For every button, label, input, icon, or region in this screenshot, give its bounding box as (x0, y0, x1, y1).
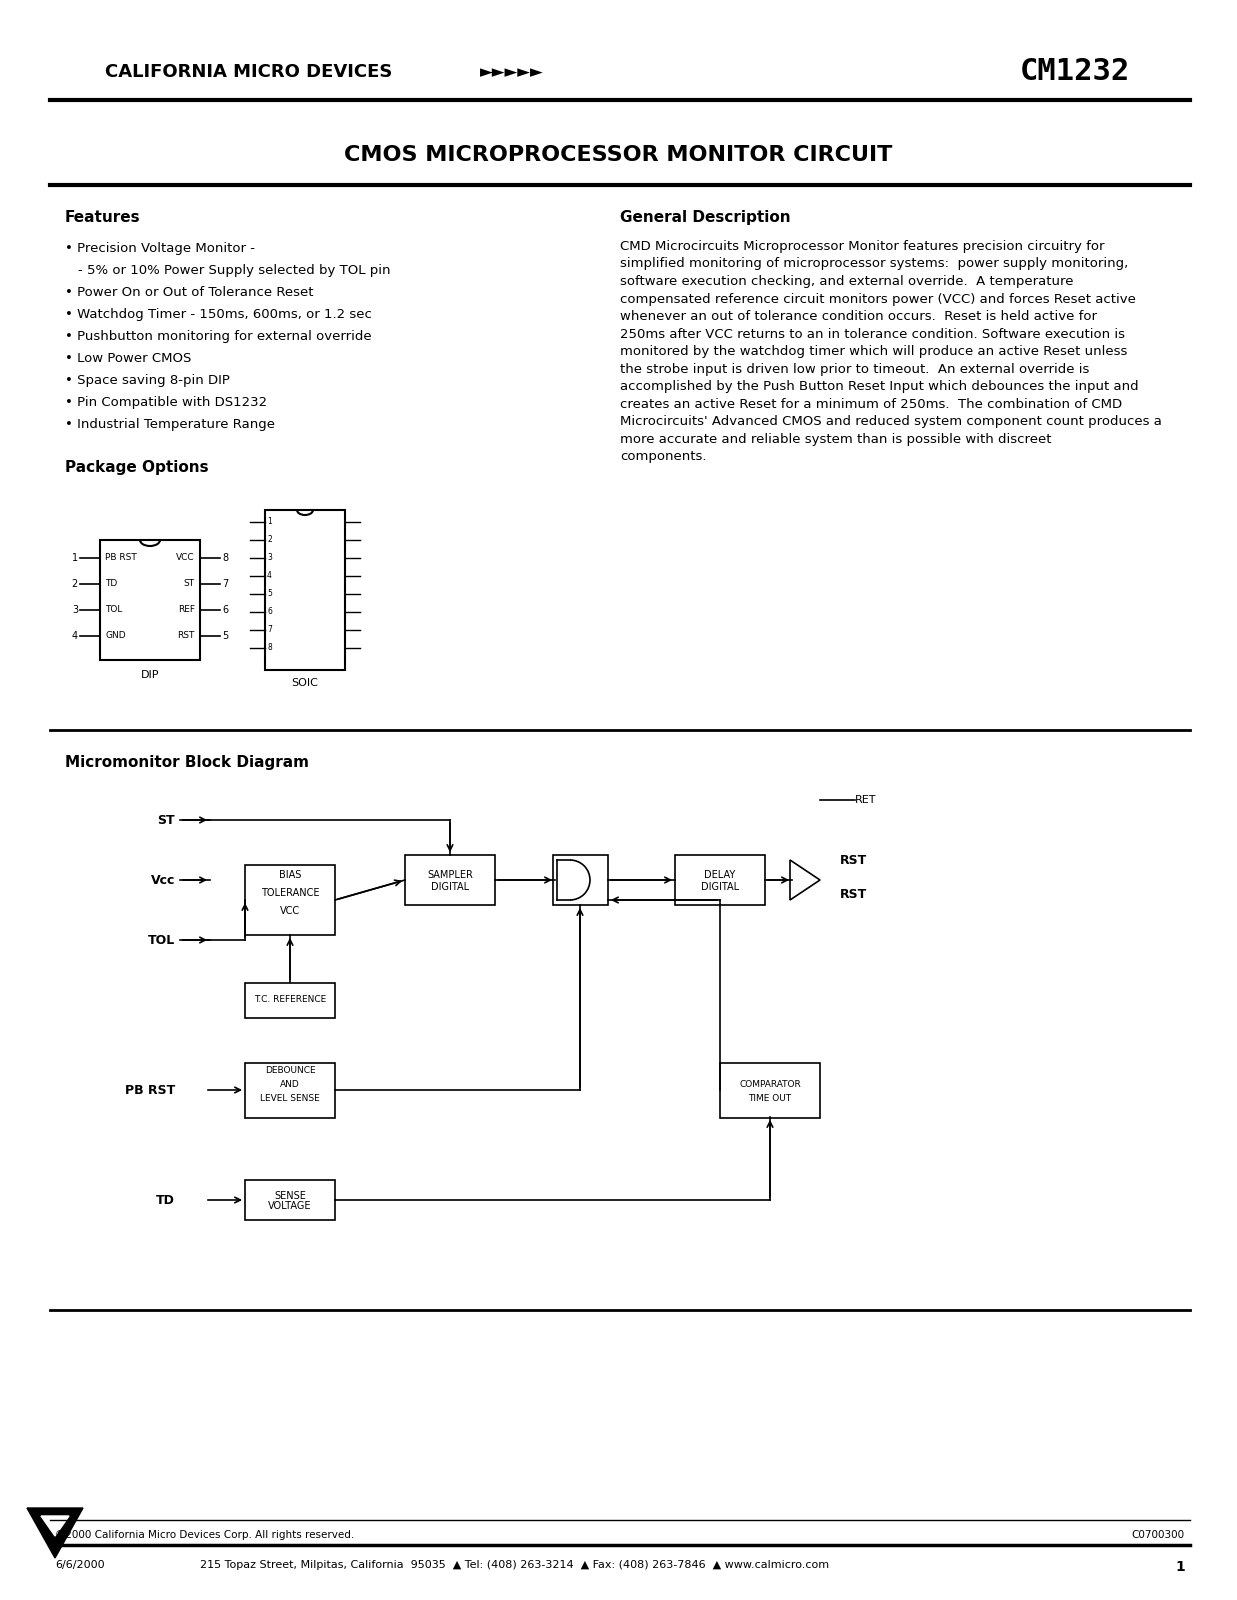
Text: Vcc: Vcc (151, 874, 174, 886)
Text: more accurate and reliable system than is possible with discreet: more accurate and reliable system than i… (620, 432, 1051, 445)
Text: Package Options: Package Options (66, 461, 209, 475)
Text: monitored by the watchdog timer which will produce an active Reset unless: monitored by the watchdog timer which wi… (620, 346, 1127, 358)
Polygon shape (27, 1507, 83, 1558)
Text: RST: RST (840, 888, 867, 901)
FancyBboxPatch shape (675, 854, 764, 906)
Text: SAMPLER: SAMPLER (427, 870, 473, 880)
Text: accomplished by the Push Button Reset Input which debounces the input and: accomplished by the Push Button Reset In… (620, 379, 1138, 394)
Text: DIP: DIP (141, 670, 160, 680)
Text: VOLTAGE: VOLTAGE (268, 1202, 312, 1211)
Text: DIGITAL: DIGITAL (430, 883, 469, 893)
Text: VCC: VCC (280, 906, 301, 915)
Text: TD: TD (156, 1194, 174, 1206)
Text: TOL: TOL (105, 605, 122, 614)
Text: PB RST: PB RST (125, 1083, 174, 1096)
Polygon shape (41, 1517, 69, 1536)
FancyBboxPatch shape (100, 541, 200, 659)
Text: software execution checking, and external override.  A temperature: software execution checking, and externa… (620, 275, 1074, 288)
Text: CMD Microcircuits Microprocessor Monitor features precision circuitry for: CMD Microcircuits Microprocessor Monitor… (620, 240, 1105, 253)
Text: 6/6/2000: 6/6/2000 (54, 1560, 105, 1570)
Text: • Precision Voltage Monitor -: • Precision Voltage Monitor - (66, 242, 255, 254)
Text: • Power On or Out of Tolerance Reset: • Power On or Out of Tolerance Reset (66, 286, 313, 299)
Text: 2: 2 (267, 536, 272, 544)
Text: 8: 8 (221, 554, 228, 563)
Text: compensated reference circuit monitors power (VCC) and forces Reset active: compensated reference circuit monitors p… (620, 293, 1136, 306)
Text: Microcircuits' Advanced CMOS and reduced system component count produces a: Microcircuits' Advanced CMOS and reduced… (620, 414, 1162, 427)
Text: RET: RET (855, 795, 877, 805)
Text: VCC: VCC (177, 554, 195, 563)
Text: DIGITAL: DIGITAL (701, 883, 738, 893)
FancyBboxPatch shape (265, 510, 345, 670)
Text: • Space saving 8-pin DIP: • Space saving 8-pin DIP (66, 374, 230, 387)
Text: 6: 6 (267, 608, 272, 616)
Text: SOIC: SOIC (292, 678, 318, 688)
Text: PB RST: PB RST (105, 554, 137, 563)
Text: CMOS MICROPROCESSOR MONITOR CIRCUIT: CMOS MICROPROCESSOR MONITOR CIRCUIT (344, 146, 892, 165)
Text: • Low Power CMOS: • Low Power CMOS (66, 352, 192, 365)
FancyBboxPatch shape (553, 854, 607, 906)
Text: 1: 1 (72, 554, 78, 563)
Text: • Watchdog Timer - 150ms, 600ms, or 1.2 sec: • Watchdog Timer - 150ms, 600ms, or 1.2 … (66, 307, 372, 322)
Text: 4: 4 (267, 571, 272, 581)
Text: BIAS: BIAS (278, 870, 301, 880)
Text: Features: Features (66, 210, 141, 226)
Text: whenever an out of tolerance condition occurs.  Reset is held active for: whenever an out of tolerance condition o… (620, 310, 1097, 323)
Text: REF: REF (178, 605, 195, 614)
Text: 3: 3 (267, 554, 272, 563)
Text: 3: 3 (72, 605, 78, 614)
Text: creates an active Reset for a minimum of 250ms.  The combination of CMD: creates an active Reset for a minimum of… (620, 397, 1122, 411)
Text: DEBOUNCE: DEBOUNCE (265, 1066, 315, 1075)
Text: T.C. REFERENCE: T.C. REFERENCE (254, 995, 327, 1005)
Text: C0700300: C0700300 (1132, 1530, 1185, 1539)
Text: CALIFORNIA MICRO DEVICES: CALIFORNIA MICRO DEVICES (105, 62, 392, 82)
Text: RST: RST (178, 632, 195, 640)
Text: Micromonitor Block Diagram: Micromonitor Block Diagram (66, 755, 309, 770)
Text: 5: 5 (267, 589, 272, 598)
Text: TOLERANCE: TOLERANCE (261, 888, 319, 898)
Text: the strobe input is driven low prior to timeout.  An external override is: the strobe input is driven low prior to … (620, 363, 1090, 376)
FancyBboxPatch shape (404, 854, 495, 906)
Text: TIME OUT: TIME OUT (748, 1094, 792, 1102)
Text: COMPARATOR: COMPARATOR (740, 1080, 800, 1090)
Text: TOL: TOL (147, 933, 174, 947)
Text: - 5% or 10% Power Supply selected by TOL pin: - 5% or 10% Power Supply selected by TOL… (78, 264, 391, 277)
Text: 250ms after VCC returns to an in tolerance condition. Software execution is: 250ms after VCC returns to an in toleran… (620, 328, 1124, 341)
Text: ST: ST (184, 579, 195, 589)
Text: General Description: General Description (620, 210, 790, 226)
Polygon shape (790, 861, 820, 899)
Text: 2: 2 (72, 579, 78, 589)
Text: SENSE: SENSE (275, 1190, 306, 1202)
Text: 1: 1 (267, 517, 272, 526)
FancyBboxPatch shape (245, 982, 335, 1018)
Text: 215 Topaz Street, Milpitas, California  95035  ▲ Tel: (408) 263-3214  ▲ Fax: (40: 215 Topaz Street, Milpitas, California 9… (200, 1560, 829, 1570)
Text: 8: 8 (267, 643, 272, 653)
Text: TD: TD (105, 579, 118, 589)
FancyBboxPatch shape (245, 866, 335, 934)
Text: 1: 1 (1175, 1560, 1185, 1574)
FancyBboxPatch shape (245, 1062, 335, 1117)
Text: AND: AND (280, 1080, 299, 1090)
Text: components.: components. (620, 450, 706, 462)
Text: ST: ST (157, 813, 174, 827)
Text: GND: GND (105, 632, 126, 640)
Text: ►►►►►: ►►►►► (480, 62, 544, 82)
Text: 7: 7 (267, 626, 272, 635)
Text: 4: 4 (72, 630, 78, 642)
Text: 6: 6 (221, 605, 228, 614)
Text: DELAY: DELAY (704, 870, 736, 880)
FancyBboxPatch shape (245, 1181, 335, 1219)
Text: 7: 7 (221, 579, 229, 589)
Text: • Pin Compatible with DS1232: • Pin Compatible with DS1232 (66, 395, 267, 410)
FancyBboxPatch shape (720, 1062, 820, 1117)
Text: CM1232: CM1232 (1019, 58, 1131, 86)
Text: • Pushbutton monitoring for external override: • Pushbutton monitoring for external ove… (66, 330, 371, 342)
Text: 5: 5 (221, 630, 229, 642)
Text: ©2000 California Micro Devices Corp. All rights reserved.: ©2000 California Micro Devices Corp. All… (54, 1530, 354, 1539)
Text: RST: RST (840, 853, 867, 867)
Text: • Industrial Temperature Range: • Industrial Temperature Range (66, 418, 275, 430)
Text: simplified monitoring of microprocessor systems:  power supply monitoring,: simplified monitoring of microprocessor … (620, 258, 1128, 270)
Text: LEVEL SENSE: LEVEL SENSE (260, 1094, 320, 1102)
